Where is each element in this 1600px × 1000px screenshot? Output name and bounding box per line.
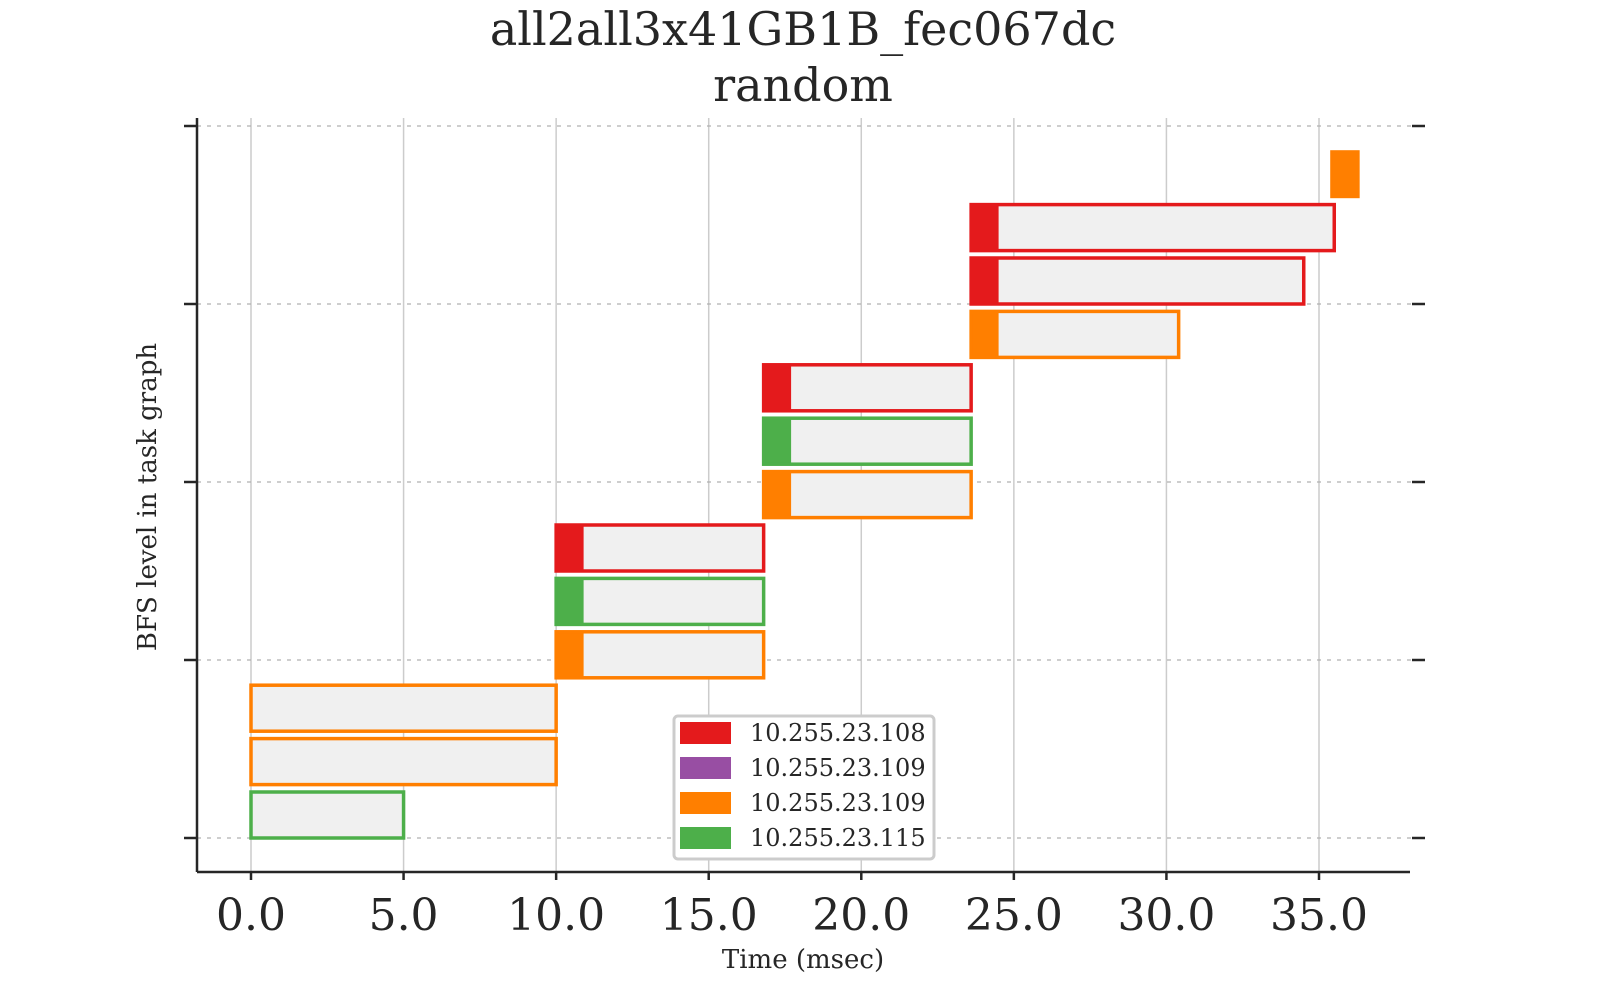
task-bar-outline [554, 576, 766, 627]
task-bar-body [971, 311, 1179, 358]
x-axis-label: Time (msec) [722, 945, 884, 975]
legend-frame [672, 714, 936, 861]
x-tick-label: 25.0 [965, 890, 1063, 941]
task-bar [761, 469, 973, 520]
task-bar [249, 736, 558, 787]
task-bar-head [971, 311, 999, 358]
legend-label: 10.255.23.109 [750, 754, 926, 782]
task-bar-outline [249, 736, 558, 787]
task-bar-outline [969, 309, 1181, 360]
task-bar-head [971, 258, 999, 304]
task-bar-outline [554, 523, 766, 573]
task-bars [249, 150, 1360, 840]
task-bar [554, 523, 766, 573]
task-bar-body [971, 204, 1335, 251]
task-bar [969, 256, 1306, 306]
task-bar-outline [249, 683, 558, 733]
legend: 10.255.23.108 10.255.23.109 10.255.23.109 1… [672, 714, 936, 861]
legend-label: 10.255.23.115 [750, 824, 926, 852]
task-bar [249, 790, 406, 840]
task-bar-body [251, 738, 557, 785]
task-bar [761, 416, 973, 466]
legend-label: 10.255.23.109 [750, 789, 926, 817]
task-bar-head [763, 418, 792, 465]
task-bar [761, 363, 973, 413]
task-bar-head [556, 631, 584, 678]
axes [184, 118, 1425, 880]
legend-label: 10.255.23.108 [750, 719, 926, 747]
task-bar-body [556, 578, 764, 625]
task-bar-body [971, 258, 1304, 304]
task-bar-head [971, 204, 999, 251]
task-bar-outline [969, 202, 1337, 253]
task-bar-body [556, 525, 764, 571]
task-bar-outline [761, 416, 973, 466]
legend-swatch [680, 757, 731, 779]
task-bar-outline [249, 790, 406, 840]
x-tick-label: 15.0 [660, 890, 758, 941]
task-bar [969, 309, 1181, 360]
task-bar-body [763, 418, 972, 465]
task-bar-body [251, 792, 404, 838]
x-tick-label: 35.0 [1270, 890, 1368, 941]
task-bar-head [556, 578, 584, 625]
chart-title: all2all3x41GB1B_fec067dc [490, 2, 1116, 56]
x-tick-label: 0.0 [216, 890, 286, 941]
x-tick-label: 5.0 [369, 890, 439, 941]
x-tick-labels: 0.0 5.0 10.0 15.0 20.0 25.0 30.0 35.0 [216, 890, 1368, 941]
task-bar-body [763, 471, 972, 518]
task-bar-outline [761, 469, 973, 520]
x-tick-label: 10.0 [507, 890, 605, 941]
task-bar-head [556, 525, 584, 571]
legend-swatch [680, 792, 731, 814]
legend-swatch [680, 722, 731, 744]
task-bar-body [251, 685, 557, 732]
task-bar-body [763, 364, 972, 411]
task-bar [249, 683, 558, 733]
task-bar [1330, 150, 1360, 199]
legend-swatch [680, 827, 731, 849]
y-axis-label: BFS level in task graph [133, 343, 163, 651]
x-tick-label: 30.0 [1117, 890, 1215, 941]
task-bar [969, 202, 1337, 253]
task-bar-outline [761, 363, 973, 413]
task-bar [554, 576, 766, 627]
task-bar-outline [554, 630, 766, 680]
chart-subtitle: random [713, 58, 893, 112]
task-bar-body [556, 631, 764, 678]
task-bar-head [763, 364, 792, 411]
task-bar-head [763, 471, 792, 518]
task-bar-outline [969, 256, 1306, 306]
x-tick-label: 20.0 [812, 890, 910, 941]
task-bar-fill [1330, 150, 1360, 199]
task-bar [554, 630, 766, 680]
